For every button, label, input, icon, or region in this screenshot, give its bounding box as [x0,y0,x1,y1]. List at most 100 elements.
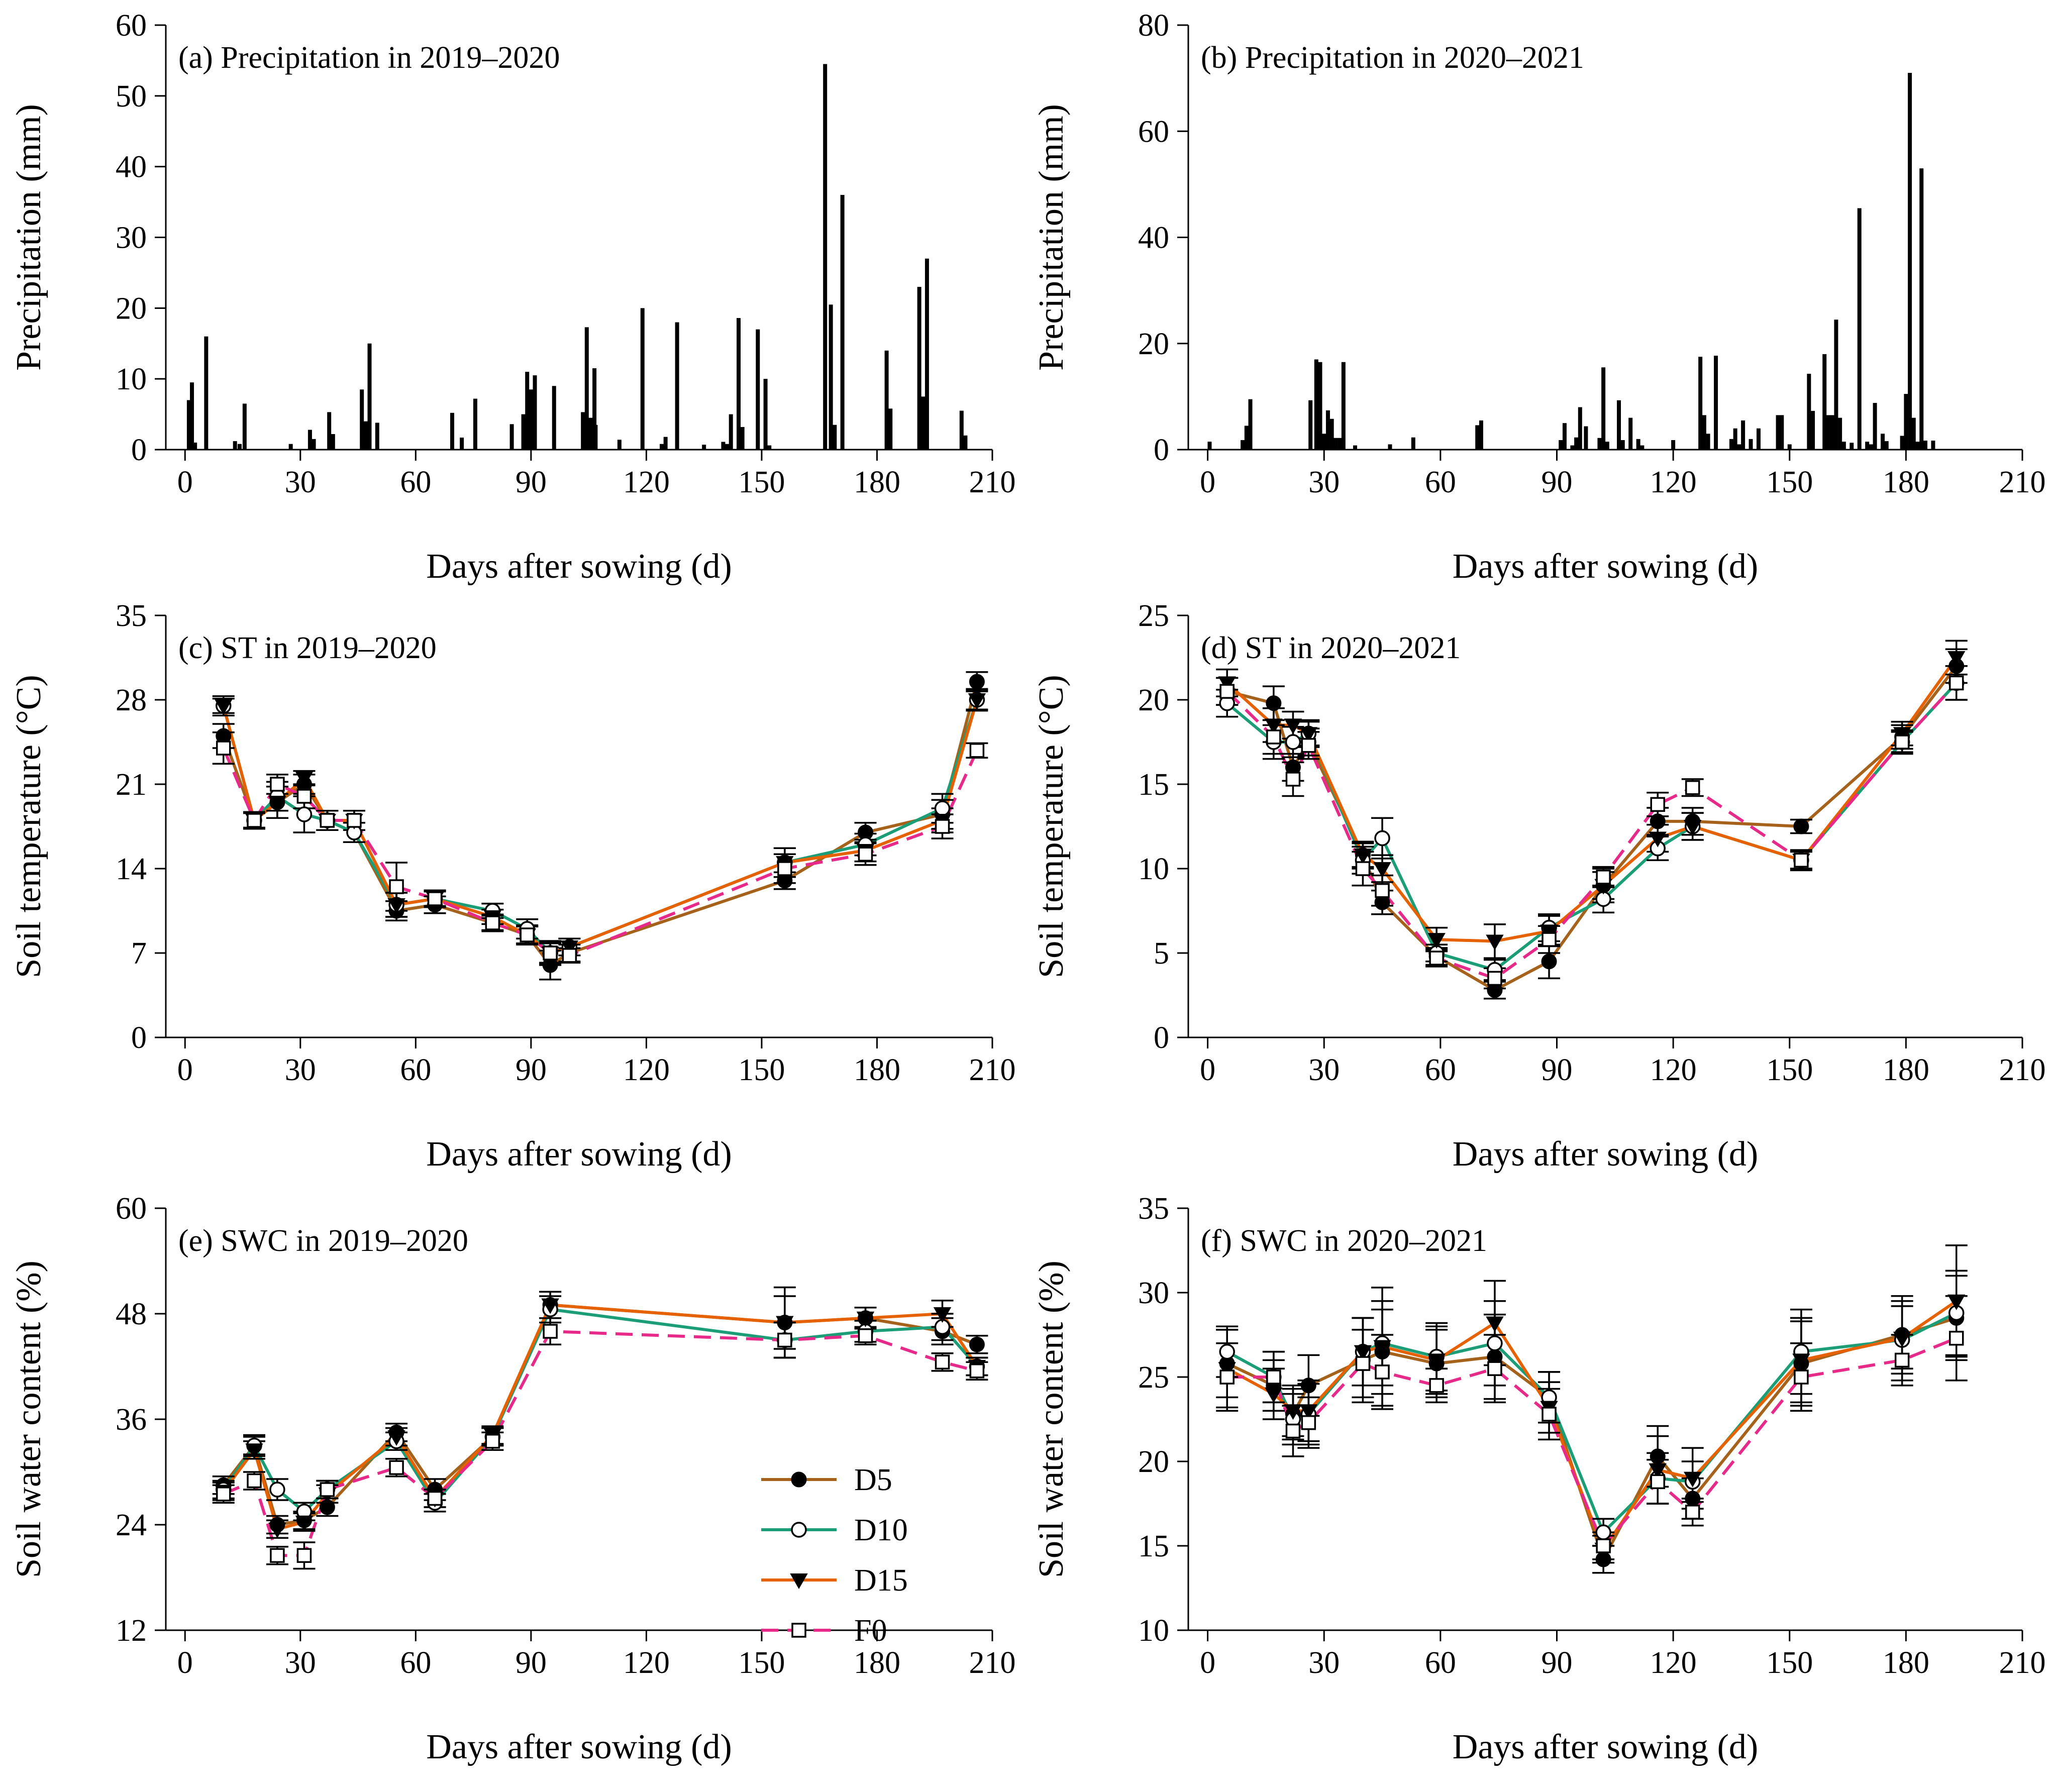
panel-title: (a) Precipitation in 2019–2020 [178,41,560,75]
point-f0 [1596,1538,1611,1553]
series-line-d5 [1226,665,1958,992]
x-tick-label: 60 [1425,465,1456,499]
x-tick-label: 30 [285,1053,316,1087]
y-tick-label: 30 [116,221,147,255]
precip-bar [533,375,537,450]
precip-bar [592,368,597,450]
x-tick-label: 60 [400,465,431,499]
point-d15 [1792,1353,1810,1369]
point-d5 [1650,1448,1666,1464]
point-f0 [1355,1356,1371,1371]
point-d15 [1373,862,1391,878]
x-tick-label: 150 [738,1646,785,1680]
y-tick-label: 25 [1138,599,1169,633]
point-d5 [1650,813,1666,829]
point-d15 [268,1522,286,1538]
point-f0 [1487,971,1502,986]
point-d10 [269,1482,285,1498]
point-f0 [858,847,873,862]
precip-bar [1811,410,1815,450]
series-line-d15 [1226,1300,1958,1551]
point-f0 [1948,1330,1964,1346]
y-tick-label: 60 [116,9,147,43]
y-tick-label: 0 [1154,1021,1169,1055]
precip-bar [1830,415,1834,450]
precip-bar [509,424,514,450]
point-d15 [933,1307,952,1323]
point-f0 [427,1491,443,1506]
y-tick-label: 35 [1138,1192,1169,1226]
precip-bar [921,396,926,450]
point-f0 [1219,1369,1235,1385]
point-f0 [1285,772,1301,787]
x-tick-label: 120 [623,1053,670,1087]
point-d10 [1285,734,1301,750]
x-tick-label: 90 [1541,1646,1572,1680]
precip-bar [1884,441,1889,450]
precip-bar [1597,438,1602,450]
legend-label-d15: D15 [854,1563,908,1598]
precip-bar [1333,438,1338,450]
y-axis-title: Soil water content (%) [1032,1260,1071,1578]
precip-bar [331,434,335,450]
point-f0 [935,819,950,834]
point-d15 [1265,718,1283,734]
point-d15 [776,1316,794,1332]
panel-title: (f) SWC in 2020–2021 [1201,1224,1487,1258]
x-tick-label: 60 [400,1646,431,1680]
point-d15 [1486,934,1504,951]
x-tick-label: 0 [1200,465,1215,499]
x-tick-label: 0 [1200,1646,1215,1680]
precip-bar [1640,445,1645,450]
point-d15 [1427,933,1446,949]
x-tick-label: 150 [1766,1646,1813,1680]
precip-bar [1617,400,1621,450]
precip-bar [1737,444,1741,450]
chart-a: 0 30 60 90 120 150 180 210 0 10 20 30 40 50 60 Days aft… [10,9,1016,586]
legend-label-d5: D5 [854,1463,892,1497]
precip-bar [242,403,247,450]
y-tick-label: 35 [116,599,147,633]
precip-bar [737,318,741,450]
legend-marker-d15 [790,1573,808,1590]
y-tick-label: 10 [1138,1614,1169,1648]
y-axis-title: Precipitation (mm) [10,104,48,371]
series-line-d5 [1226,1316,1957,1561]
x-tick-label: 210 [969,465,1016,499]
precip-bar [525,372,530,450]
x-tick-label: 210 [1999,465,2046,499]
precip-bar [1605,442,1609,450]
precip-bar [1411,437,1415,450]
point-d15 [1683,1471,1702,1488]
precip-bar [593,425,598,450]
point-d15 [387,1430,405,1446]
x-tick-label: 210 [1999,1646,2046,1680]
point-d15 [856,1311,875,1327]
y-axis-title: Soil water content (%) [10,1260,48,1578]
y-axis-title: Precipitation (mm) [1032,104,1071,371]
point-d5 [969,674,985,690]
point-f0 [389,879,404,894]
precip-bar [959,410,964,450]
x-tick-label: 30 [285,465,316,499]
precip-bar [233,441,237,450]
legend-marker-f0 [791,1623,806,1638]
point-f0 [1894,1352,1910,1368]
x-tick-label: 180 [1883,1053,1929,1087]
x-tick-label: 120 [623,1646,670,1680]
y-tick-label: 60 [1138,115,1169,149]
x-tick-label: 180 [854,1053,900,1087]
precip-bar [450,412,455,450]
x-tick-label: 210 [969,1646,1016,1680]
precip-bar [1702,415,1706,450]
x-tick-label: 150 [738,1053,785,1087]
point-f0 [427,891,443,906]
point-f0 [1375,1364,1390,1380]
precip-bar [1628,417,1633,450]
point-f0 [1375,883,1390,898]
y-tick-label: 0 [131,1021,147,1055]
point-f0 [1219,684,1235,699]
precip-bar [1338,438,1342,450]
point-f0 [1301,737,1316,753]
